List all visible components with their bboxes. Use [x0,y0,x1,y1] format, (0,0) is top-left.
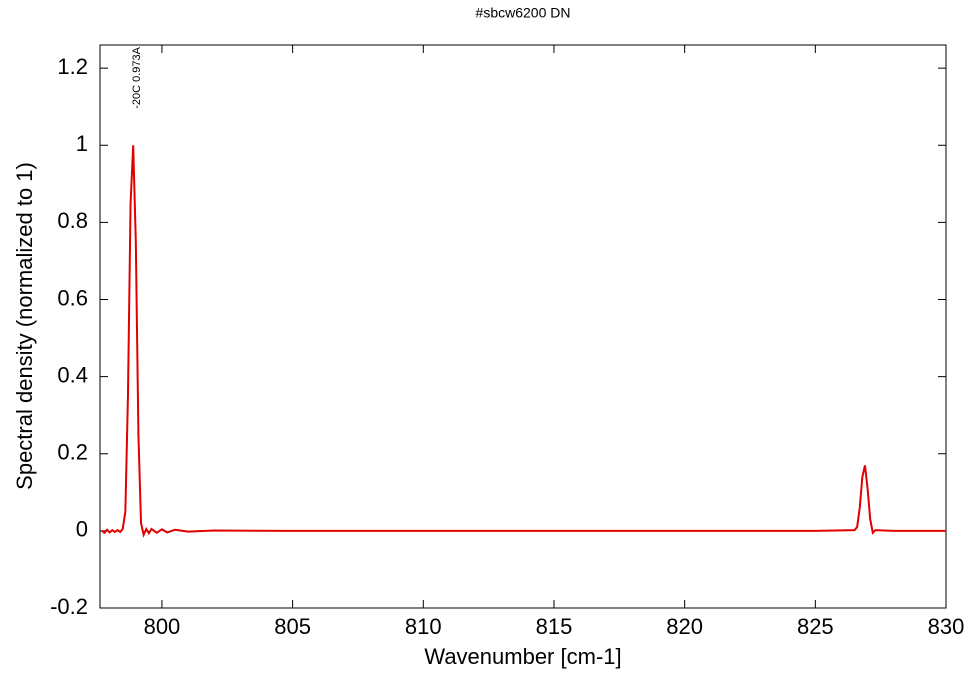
spectrum-line [101,145,946,538]
x-tick-label: 830 [928,614,965,639]
x-tick-label: 810 [405,614,442,639]
y-tick-label: 0.8 [57,208,88,233]
y-tick-label: 0.6 [57,285,88,310]
chart-title: #sbcw6200 DN [476,5,571,21]
y-tick-label: -0.2 [50,594,88,619]
x-tick-label: 805 [274,614,311,639]
plot-border [99,44,947,609]
x-tick-label: 825 [797,614,834,639]
x-tick-label: 815 [536,614,573,639]
y-tick-label: 0 [76,517,88,542]
y-tick-label: 0.4 [57,362,88,387]
x-tick-label: 800 [144,614,181,639]
x-axis-label: Wavenumber [cm-1] [424,644,621,669]
peak-annotation: -20C 0.973A [131,46,143,108]
y-tick-label: 1 [76,131,88,156]
y-axis-label: Spectral density (normalized to 1) [12,162,37,490]
x-tick-label: 820 [666,614,703,639]
y-tick-label: 0.2 [57,440,88,465]
y-tick-label: 1.2 [57,54,88,79]
